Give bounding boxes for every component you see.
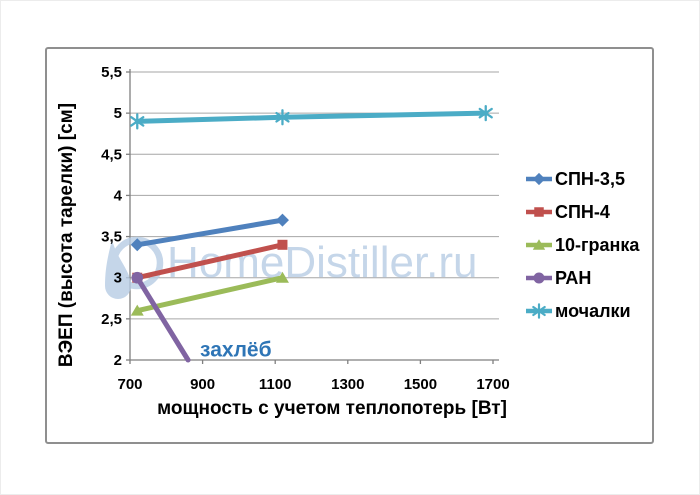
chart: HomeDistiller.ru захлёб 5,5 5 4,5 4 3,5 3 2,5 2… (45, 47, 654, 444)
legend-asterisk-marker-icon (526, 302, 552, 319)
tick-labels: 5,5 5 4,5 4 3,5 3 2,5 2 700 900 1100 1300 1500 1700 (101, 64, 510, 393)
data-point-marker-square (277, 239, 288, 250)
watermark-text: HomeDistiller.ru (167, 238, 478, 287)
x-tick-label: 900 (190, 376, 215, 393)
series-line-0 (134, 217, 285, 248)
legend-label: СПН-4 (555, 201, 610, 222)
data-point-marker-asterisk (275, 109, 290, 126)
y-tick-label: 5 (114, 105, 122, 122)
series-line-2 (134, 275, 285, 314)
y-axis-title: ВЭЕП (высота тарелки) [см] (56, 102, 77, 368)
x-axis-title: мощность с учетом теплопотерь [Вт] (157, 398, 507, 419)
data-point-marker-circle (131, 271, 144, 284)
legend-square-marker-icon (526, 206, 552, 217)
x-tick-label: 1300 (331, 376, 364, 393)
watermark-logo-drop-icon (105, 240, 131, 299)
x-tick-label: 700 (117, 376, 142, 393)
data-point-marker-asterisk (532, 302, 546, 319)
data-point-marker-diamond (130, 238, 144, 252)
chart-plot-area: HomeDistiller.ru захлёб 5,5 5 4,5 4 3,5 3 2,5 2… (101, 64, 510, 393)
data-point-marker-diamond (275, 213, 289, 227)
data-point-marker-triangle (532, 238, 546, 250)
legend: СПН-3,5 СПН-4 10-гранка РАН мочалки (525, 162, 639, 327)
series-line-3 (134, 275, 191, 363)
y-tick-label: 4,5 (101, 146, 122, 163)
series-line-1 (134, 242, 285, 281)
data-point-marker-diamond (532, 172, 546, 185)
legend-circle-marker-icon (526, 271, 552, 284)
data-point-marker-triangle (275, 271, 289, 283)
legend-item-10-granka: 10-гранка (525, 228, 639, 261)
y-tick-label: 3,5 (101, 229, 122, 246)
y-tick-label: 3 (114, 270, 122, 287)
legend-label: 10-гранка (555, 234, 640, 255)
flooding-annotation: захлёб (200, 339, 272, 362)
legend-item-spn-4: СПН-4 (525, 195, 639, 228)
x-tick-label: 1700 (476, 376, 509, 393)
legend-item-spn-3-5: СПН-3,5 (525, 162, 639, 195)
y-tick-label: 4 (114, 187, 123, 204)
axes (126, 69, 499, 364)
y-tick-label: 2 (114, 352, 122, 369)
x-tick-label: 1500 (404, 376, 437, 393)
legend-triangle-marker-icon (526, 238, 552, 250)
legend-item-mochalki: мочалки (525, 294, 639, 327)
y-tick-label: 5,5 (101, 64, 122, 81)
data-point-marker-square (534, 206, 544, 217)
watermark: HomeDistiller.ru (105, 236, 478, 299)
y-tick-label: 2,5 (101, 311, 122, 328)
legend-diamond-marker-icon (526, 172, 552, 185)
series-line-4 (134, 110, 489, 124)
legend-item-ran: РАН (525, 261, 639, 294)
data-point-marker-asterisk (130, 113, 145, 130)
legend-label: РАН (555, 267, 592, 288)
legend-label: СПН-3,5 (555, 168, 625, 189)
data-point-marker-triangle (130, 304, 144, 316)
data-point-marker-circle (533, 271, 545, 284)
data-series (130, 104, 493, 363)
data-point-marker-asterisk (478, 104, 493, 122)
legend-label: мочалки (555, 300, 631, 321)
x-tick-label: 1100 (259, 376, 292, 393)
